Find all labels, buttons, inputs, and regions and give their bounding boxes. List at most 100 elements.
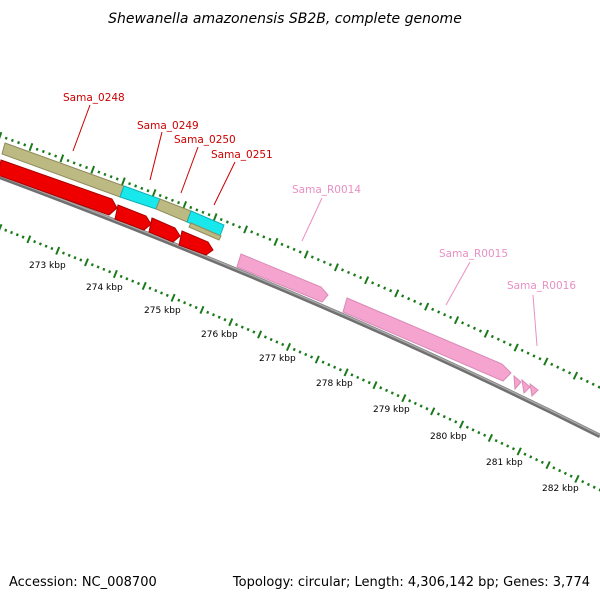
inner-ring-minor-tick [523, 452, 527, 456]
inner-ring-minor-tick [390, 391, 394, 395]
outer-ring-minor-tick [109, 175, 113, 179]
outer-ring-minor-tick [496, 337, 500, 341]
cds-arrow-sama-0251 [178, 230, 214, 256]
gene-label-sama-0249: Sama_0249 [137, 120, 199, 132]
inner-ring-minor-tick [211, 313, 216, 317]
outer-ring-minor-tick [286, 245, 290, 249]
outer-ring-minor-tick [431, 307, 435, 311]
genome-backbone-highlight [0, 175, 600, 436]
outer-ring-minor-tick [85, 165, 89, 170]
outer-ring-minor-tick [383, 286, 387, 290]
leader-line-sama-0249 [149, 131, 163, 181]
inner-ring-minor-tick [333, 365, 337, 369]
outer-ring-minor-tick [585, 379, 589, 384]
outer-ring-major-tick [0, 131, 3, 140]
outer-ring-minor-tick [256, 232, 260, 236]
rrna-arrow-sama-r0016a [513, 374, 522, 391]
kbp-label-282: 282 kbp [542, 484, 579, 494]
outer-ring-major-tick [59, 154, 65, 163]
outer-ring-major-tick [364, 276, 370, 285]
inner-ring-minor-tick [240, 325, 244, 329]
kbp-label-280: 280 kbp [430, 432, 467, 442]
inner-ring-minor-tick [61, 251, 65, 255]
inner-ring-major-tick [545, 461, 551, 470]
gene-label-sama-r0016: Sama_R0016 [507, 280, 576, 292]
outer-ring-minor-tick [389, 289, 393, 293]
outer-ring-minor-tick [164, 196, 168, 200]
inner-ring-minor-tick [338, 368, 342, 372]
outer-ring-minor-tick [466, 323, 471, 328]
inner-ring-minor-tick [581, 479, 585, 484]
kbp-label-273: 273 kbp [29, 261, 66, 271]
inner-ring-minor-tick [586, 482, 590, 487]
inner-ring-minor-tick [90, 263, 94, 267]
outer-ring-major-tick [543, 357, 549, 366]
inner-ring-minor-tick [21, 235, 25, 239]
outer-ring-minor-tick [41, 149, 45, 154]
inner-ring-minor-tick [419, 404, 423, 408]
outer-tick-ring [0, 131, 600, 389]
inner-ring-minor-tick [275, 340, 279, 344]
outer-ring-minor-tick [472, 326, 476, 330]
rrna-arrow-sama-r0016b [521, 378, 531, 395]
cog-segment-sama-0251b [188, 222, 222, 241]
outer-ring-minor-tick [219, 218, 223, 222]
inner-ring-minor-tick [396, 393, 400, 398]
outer-ring-minor-tick [449, 315, 453, 320]
inner-ring-minor-tick [304, 352, 308, 357]
inner-ring-minor-tick [119, 274, 123, 278]
inner-ring-minor-tick [33, 239, 37, 244]
outer-ring-minor-tick [4, 136, 8, 140]
cds-arrow-sama-0248 [0, 159, 118, 216]
outer-ring-minor-tick [48, 152, 51, 156]
inner-ring-minor-tick [569, 474, 573, 478]
inner-ring-minor-tick [471, 428, 475, 432]
rrna-arrow-sama-r0014 [236, 253, 329, 303]
outer-ring-minor-tick [353, 273, 357, 277]
outer-ring-minor-tick [23, 143, 27, 147]
rrna-track [236, 253, 539, 398]
inner-ring-minor-tick [38, 242, 42, 246]
outer-ring-minor-tick [591, 382, 595, 386]
outer-ring-major-tick [28, 142, 34, 152]
outer-ring-major-tick [483, 329, 490, 338]
inner-ring-minor-tick [223, 318, 227, 322]
inner-ring-minor-tick [413, 401, 417, 406]
inner-ring-major-tick [0, 223, 3, 231]
inner-ring-minor-tick [206, 310, 210, 315]
outer-ring-minor-tick [310, 255, 314, 259]
outer-ring-major-tick [121, 177, 126, 186]
outer-ring-minor-tick [54, 154, 58, 158]
inner-ring-minor-tick [477, 430, 481, 435]
inner-ring-minor-tick [563, 471, 567, 475]
inner-ring-minor-tick [592, 485, 596, 489]
outer-ring-minor-tick [35, 147, 39, 151]
leader-line-sama-0250 [180, 146, 199, 194]
inner-ring-minor-tick [177, 298, 181, 302]
inner-ring-minor-tick [500, 441, 504, 445]
outer-ring-minor-tick [413, 299, 417, 303]
outer-ring-major-tick [303, 250, 309, 259]
outer-ring-minor-tick [97, 170, 101, 174]
leader-line-sama-r0014 [301, 197, 323, 242]
cds-track [0, 159, 214, 256]
kbp-label-281: 281 kbp [486, 458, 523, 468]
outer-ring-minor-tick [526, 351, 530, 355]
genome-info-text: Topology: circular; Length: 4,306,142 bp… [232, 575, 590, 590]
outer-ring-minor-tick [346, 270, 351, 275]
inner-ring-major-tick [285, 342, 292, 352]
gene-label-sama-r0014: Sama_R0014 [292, 184, 361, 196]
leader-line-sama-r0015 [445, 261, 471, 306]
inner-ring-minor-tick [465, 425, 469, 429]
outer-ring-minor-tick [562, 368, 566, 372]
inner-ring-major-tick [430, 407, 436, 416]
outer-ring-minor-tick [140, 186, 144, 191]
inner-ring-minor-tick [552, 466, 556, 470]
outer-ring-minor-tick [502, 340, 506, 344]
outer-ring-major-tick [513, 343, 519, 352]
inner-ring-minor-tick [79, 258, 83, 262]
inner-ring-minor-tick [281, 342, 285, 347]
inner-ring-major-tick [55, 246, 61, 255]
outer-ring-minor-tick [201, 210, 205, 214]
outer-ring-minor-tick [359, 275, 363, 280]
